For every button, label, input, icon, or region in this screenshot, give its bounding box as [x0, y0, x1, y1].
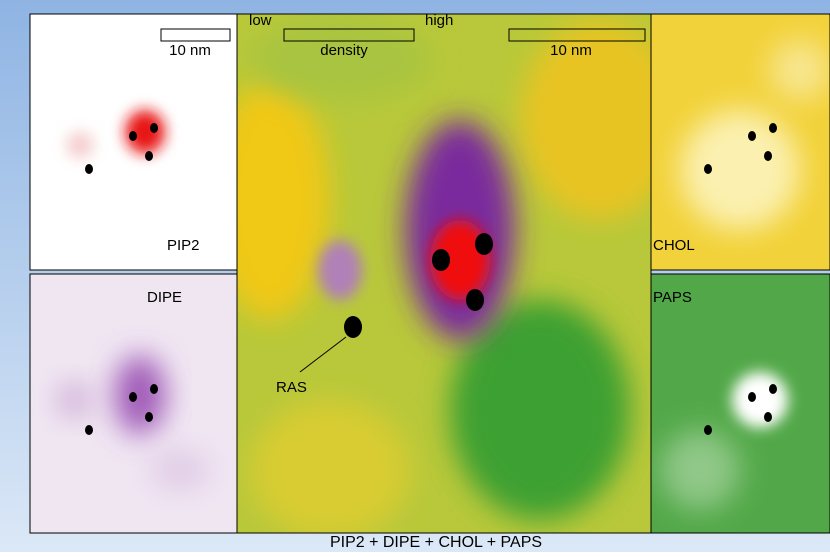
- density-low: low: [249, 12, 272, 29]
- main-panel: [210, 14, 680, 540]
- scale-label: 10 nm: [550, 42, 592, 59]
- density-label: density: [320, 42, 368, 59]
- dipe-panel: [30, 274, 237, 533]
- paps-panel: [651, 274, 830, 533]
- panel-label: CHOL: [653, 237, 695, 254]
- panel-label: DIPE: [147, 289, 182, 306]
- figure: 10 nm low high density 10 nm PIP2 DIPE C…: [0, 0, 830, 552]
- scale-label: 10 nm: [169, 42, 211, 59]
- panel-label: PIP2: [167, 237, 200, 254]
- chol-panel: [651, 14, 830, 270]
- caption: PIP2 + DIPE + CHOL + PAPS: [330, 534, 542, 551]
- annotation: RAS: [276, 379, 307, 396]
- density-high: high: [425, 12, 453, 29]
- panel-label: PAPS: [653, 289, 692, 306]
- scale-bar: [161, 29, 230, 41]
- page: 10 nm low high density 10 nm PIP2 DIPE C…: [0, 0, 830, 552]
